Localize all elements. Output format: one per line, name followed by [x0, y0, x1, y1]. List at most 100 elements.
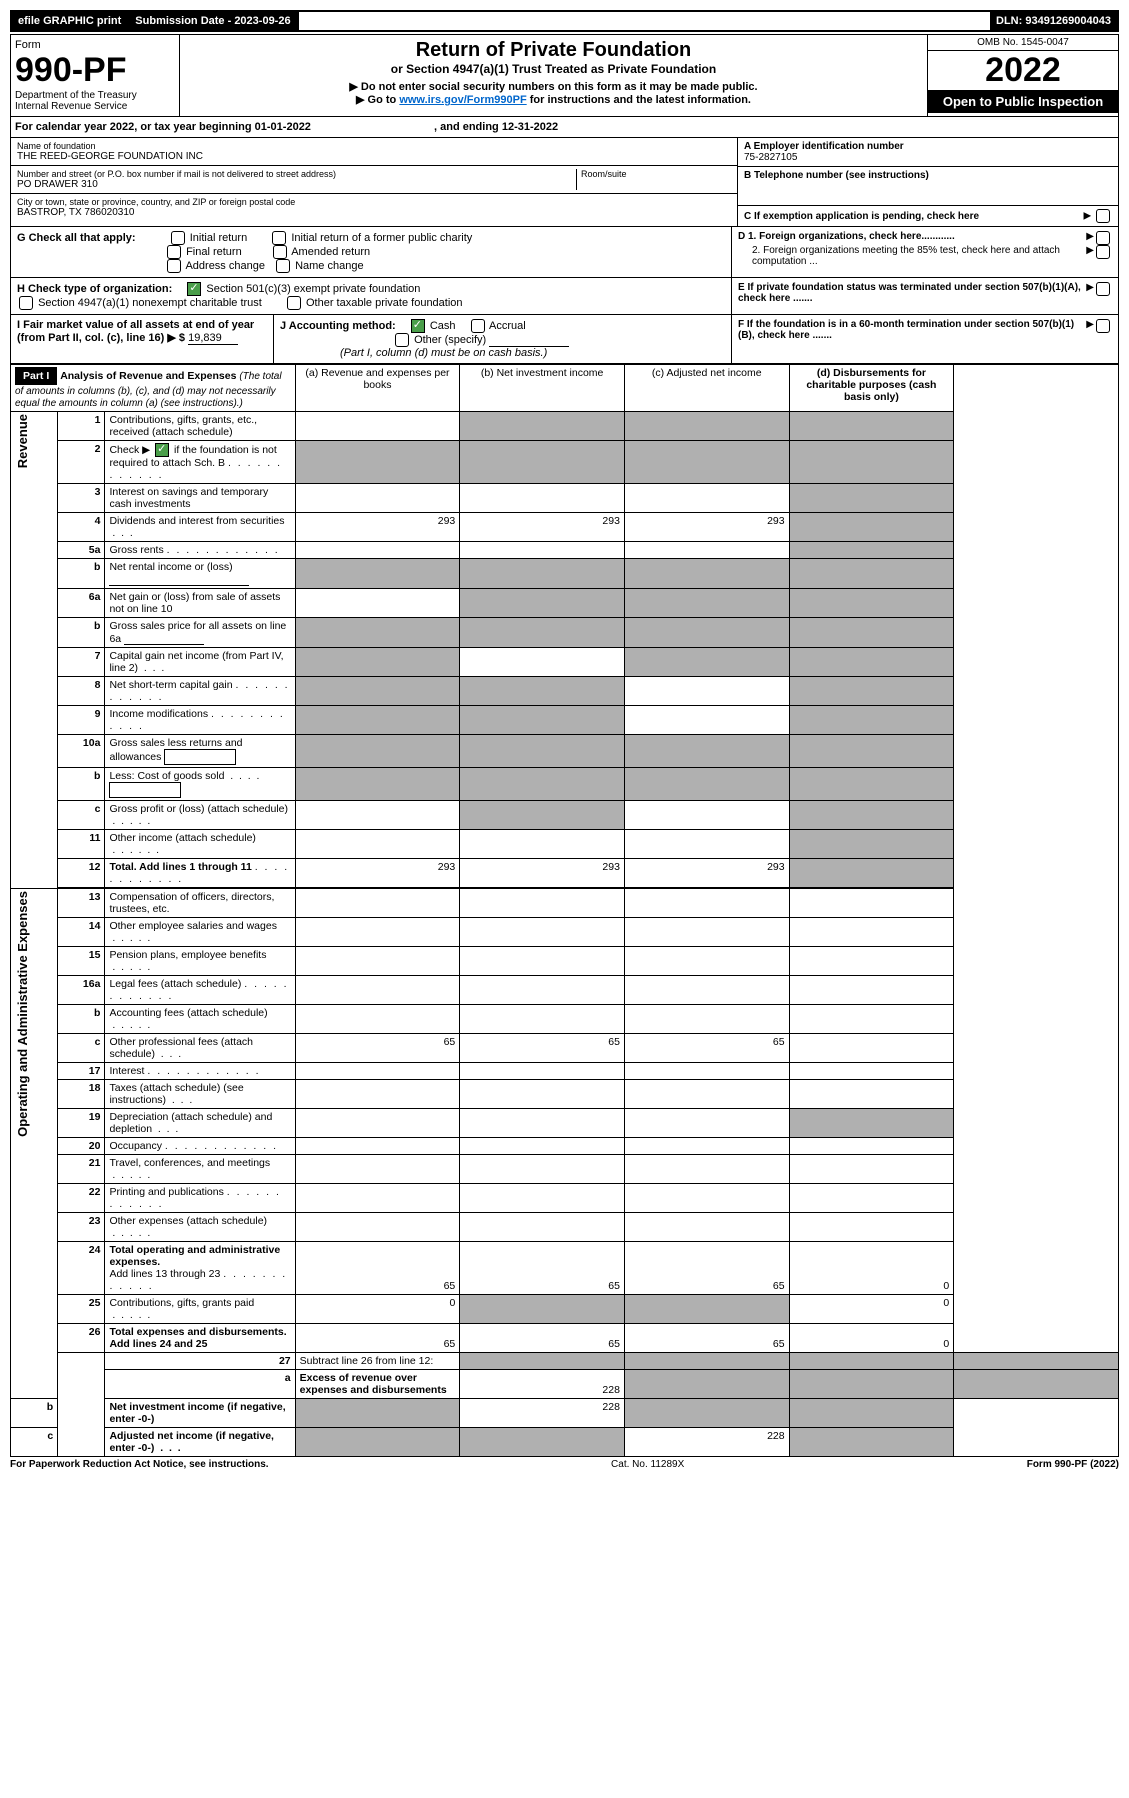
r27c-desc: Adjusted net income (if negative, enter … [105, 1428, 295, 1457]
cal-mid: , and ending [431, 121, 502, 133]
r4-b: 293 [460, 513, 625, 542]
ein-cell: A Employer identification number 75-2827… [738, 138, 1118, 167]
part1-title: Analysis of Revenue and Expenses [60, 370, 236, 382]
r24-d: 0 [789, 1242, 954, 1295]
row-5b: bNet rental income or (loss) [11, 559, 1119, 589]
r4-desc: Dividends and interest from securities .… [105, 513, 295, 542]
r16c-desc: Other professional fees (attach schedule… [105, 1034, 295, 1063]
c-checkbox[interactable] [1096, 209, 1110, 223]
r24-desc: Total operating and administrative expen… [105, 1242, 295, 1295]
header-center: Return of Private Foundation or Section … [180, 35, 927, 116]
city-label: City or town, state or province, country… [17, 197, 731, 207]
form-label: Form [15, 39, 175, 51]
header-left: Form 990-PF Department of the Treasury I… [11, 35, 180, 116]
r27-desc: Subtract line 26 from line 12: [295, 1353, 460, 1370]
g-d-row: G Check all that apply: Initial return I… [10, 227, 1119, 278]
r26-desc: Total expenses and disbursements. Add li… [105, 1324, 295, 1353]
c-label: C If exemption application is pending, c… [744, 211, 979, 222]
entity-right: A Employer identification number 75-2827… [737, 138, 1118, 226]
row-18: 18Taxes (attach schedule) (see instructi… [11, 1080, 1119, 1109]
f-check[interactable] [1096, 319, 1110, 333]
entity-left: Name of foundation THE REED-GEORGE FOUND… [11, 138, 737, 226]
i-prefix: ▶ $ [167, 332, 185, 344]
j-accrual: Accrual [489, 320, 526, 332]
h-501c3-check[interactable] [187, 282, 201, 296]
row-9: 9Income modifications [11, 706, 1119, 735]
name-change-check[interactable] [276, 259, 290, 273]
r17-desc: Interest [105, 1063, 295, 1080]
d2-label: 2. Foreign organizations meeting the 85%… [738, 245, 1086, 267]
j-accrual-check[interactable] [471, 319, 485, 333]
d-section: D 1. Foreign organizations, check here..… [732, 227, 1118, 277]
address-change-check[interactable] [167, 259, 181, 273]
col-a-header: (a) Revenue and expenses per books [295, 365, 460, 412]
f-section: F If the foundation is in a 60-month ter… [732, 315, 1118, 363]
tax-year: 2022 [928, 51, 1118, 90]
r12-b: 293 [460, 859, 625, 888]
form-header: Form 990-PF Department of the Treasury I… [10, 34, 1119, 117]
g-section: G Check all that apply: Initial return I… [11, 227, 732, 277]
r10b-desc: Less: Cost of goods sold . . . . [105, 768, 295, 801]
instr1: ▶ Do not enter social security numbers o… [184, 80, 923, 93]
row-19: 19Depreciation (attach schedule) and dep… [11, 1109, 1119, 1138]
r4-c: 293 [624, 513, 789, 542]
d2-check[interactable] [1096, 245, 1110, 259]
r12-c: 293 [624, 859, 789, 888]
r5b-desc: Net rental income or (loss) [105, 559, 295, 589]
j-cash-check[interactable] [411, 319, 425, 333]
g-opt-address: Address change [185, 260, 265, 272]
r26-a: 65 [295, 1324, 460, 1353]
final-return-check[interactable] [167, 245, 181, 259]
r9-desc: Income modifications [105, 706, 295, 735]
r24-c: 65 [624, 1242, 789, 1295]
row-1: Revenue 1Contributions, gifts, grants, e… [11, 412, 1119, 441]
r19-desc: Depreciation (attach schedule) and deple… [105, 1109, 295, 1138]
r24-a: 65 [295, 1242, 460, 1295]
row-16b: bAccounting fees (attach schedule) . . .… [11, 1005, 1119, 1034]
initial-return-check[interactable] [171, 231, 185, 245]
r13-desc: Compensation of officers, directors, tru… [105, 889, 295, 918]
form-number: 990-PF [15, 51, 175, 90]
r25-d: 0 [789, 1295, 954, 1324]
row-4: 4Dividends and interest from securities … [11, 513, 1119, 542]
e-check[interactable] [1096, 282, 1110, 296]
row-10b: bLess: Cost of goods sold . . . . [11, 768, 1119, 801]
name-label: Name of foundation [17, 141, 731, 151]
r16b-desc: Accounting fees (attach schedule) . . . … [105, 1005, 295, 1034]
addr-label: Number and street (or P.O. box number if… [17, 169, 576, 179]
r16c-a: 65 [295, 1034, 460, 1063]
ein-value: 75-2827105 [744, 152, 1112, 163]
initial-former-check[interactable] [272, 231, 286, 245]
amended-check[interactable] [273, 245, 287, 259]
h-opt3: Other taxable private foundation [306, 297, 463, 309]
row-10a: 10aGross sales less returns and allowanc… [11, 735, 1119, 768]
r2-check[interactable] [155, 443, 169, 457]
j-other-check[interactable] [395, 333, 409, 347]
r3-desc: Interest on savings and temporary cash i… [105, 484, 295, 513]
h-4947-check[interactable] [19, 296, 33, 310]
row-16a: 16aLegal fees (attach schedule) [11, 976, 1119, 1005]
row-13: Operating and Administrative Expenses 13… [11, 889, 1119, 918]
row-17: 17Interest [11, 1063, 1119, 1080]
row-10c: cGross profit or (loss) (attach schedule… [11, 801, 1119, 830]
g-opt-final: Final return [186, 246, 242, 258]
r1-desc: Contributions, gifts, grants, etc., rece… [105, 412, 295, 441]
row-11: 11Other income (attach schedule) . . . .… [11, 830, 1119, 859]
irs-label: Internal Revenue Service [15, 101, 175, 112]
row-27b: bNet investment income (if negative, ent… [11, 1399, 1119, 1428]
i-section: I Fair market value of all assets at end… [11, 315, 274, 363]
h-other-check[interactable] [287, 296, 301, 310]
row-2: 2 Check ▶ if the foundation is not requi… [11, 441, 1119, 484]
r12-a: 293 [295, 859, 460, 888]
form-link[interactable]: www.irs.gov/Form990PF [399, 94, 526, 106]
row-27a: aExcess of revenue over expenses and dis… [11, 1370, 1119, 1399]
h-section: H Check type of organization: Section 50… [11, 278, 732, 314]
col-d-header: (d) Disbursements for charitable purpose… [789, 365, 954, 412]
footer-right: Form 990-PF (2022) [1027, 1459, 1119, 1470]
footer-left: For Paperwork Reduction Act Notice, see … [10, 1459, 269, 1470]
r26-d: 0 [789, 1324, 954, 1353]
c-cell: C If exemption application is pending, c… [738, 206, 1118, 226]
j-label: J Accounting method: [280, 320, 396, 332]
d1-check[interactable] [1096, 231, 1110, 245]
revenue-side-label: Revenue [15, 414, 30, 468]
